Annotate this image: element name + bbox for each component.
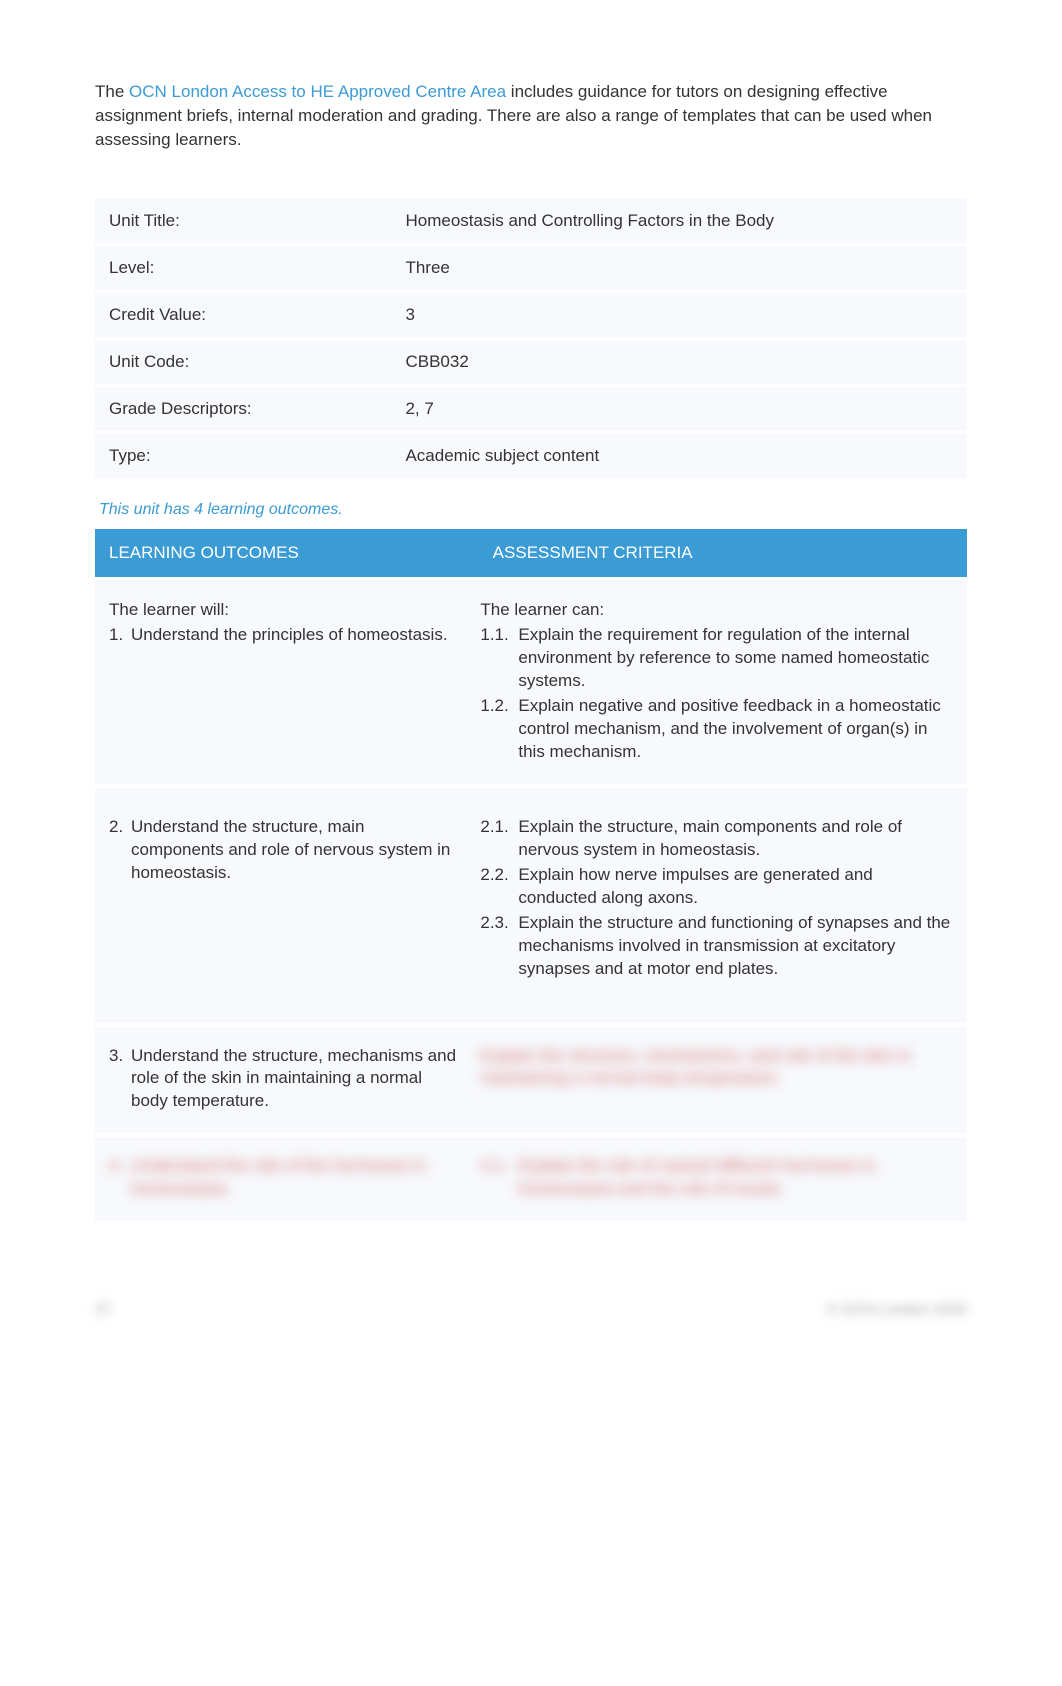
outcome-cell: 3. Understand the structure, mechanisms … bbox=[109, 1045, 480, 1116]
outcome-number: 2. bbox=[109, 816, 131, 885]
outcome-row: The learner will: 1. Understand the prin… bbox=[95, 581, 967, 784]
unit-info-value: Homeostasis and Controlling Factors in t… bbox=[391, 199, 967, 243]
criteria-cell: 4.1. Explain the role of named different… bbox=[480, 1155, 953, 1203]
table-row: Type: Academic subject content bbox=[95, 434, 967, 478]
criteria-cell: Explain the structure, mechanisms, and r… bbox=[480, 1045, 953, 1116]
criteria-text-blurred: Explain the role of named different horm… bbox=[518, 1155, 953, 1201]
criteria-number: 2.2. bbox=[480, 864, 518, 910]
criteria-text-blurred: Explain the structure, mechanisms, and r… bbox=[480, 1045, 953, 1091]
unit-info-label: Unit Code: bbox=[95, 340, 391, 384]
outcome-cell: The learner will: 1. Understand the prin… bbox=[109, 599, 480, 766]
criteria-text: Explain how nerve impulses are generated… bbox=[518, 864, 953, 910]
blurred-content: Explain the structure, mechanisms, and r… bbox=[480, 1045, 953, 1091]
outcome-cell: 2. Understand the structure, main compon… bbox=[109, 816, 480, 983]
outcome-row: 4. Understand the role of the hormones i… bbox=[95, 1137, 967, 1221]
blurred-content: 4. Understand the role of the hormones i… bbox=[109, 1155, 460, 1201]
outcome-cell: 4. Understand the role of the hormones i… bbox=[109, 1155, 480, 1203]
page-number: 27 bbox=[95, 1301, 112, 1318]
intro-paragraph: The OCN London Access to HE Approved Cen… bbox=[95, 80, 967, 151]
learner-can-label: The learner can: bbox=[480, 599, 953, 622]
outcome-text: Understand the principles of homeostasis… bbox=[131, 624, 460, 647]
unit-info-value: Three bbox=[391, 246, 967, 290]
table-row: Grade Descriptors: 2, 7 bbox=[95, 387, 967, 431]
centre-area-link[interactable]: OCN London Access to HE Approved Centre … bbox=[129, 82, 506, 101]
table-row: Unit Code: CBB032 bbox=[95, 340, 967, 384]
unit-info-label: Type: bbox=[95, 434, 391, 478]
assessment-criteria-header: ASSESSMENT CRITERIA bbox=[479, 529, 967, 577]
criteria-number: 2.3. bbox=[480, 912, 518, 981]
outcome-row: 3. Understand the structure, mechanisms … bbox=[95, 1027, 967, 1134]
criteria-number: 1.2. bbox=[480, 695, 518, 764]
unit-info-table: Unit Title: Homeostasis and Controlling … bbox=[95, 196, 967, 481]
criteria-cell: 2.1. Explain the structure, main compone… bbox=[480, 816, 953, 983]
intro-prefix: The bbox=[95, 82, 129, 101]
outcome-number: 1. bbox=[109, 624, 131, 647]
criteria-cell: The learner can: 1.1. Explain the requir… bbox=[480, 599, 953, 766]
unit-info-value: CBB032 bbox=[391, 340, 967, 384]
criteria-number: 1.1. bbox=[480, 624, 518, 693]
learner-will-label: The learner will: bbox=[109, 599, 460, 622]
unit-info-value: 2, 7 bbox=[391, 387, 967, 431]
unit-info-label: Level: bbox=[95, 246, 391, 290]
outcome-text: Understand the structure, mechanisms and… bbox=[131, 1045, 460, 1114]
criteria-text: Explain the structure, main components a… bbox=[518, 816, 953, 862]
unit-info-value: 3 bbox=[391, 293, 967, 337]
table-row: Level: Three bbox=[95, 246, 967, 290]
table-row: Credit Value: 3 bbox=[95, 293, 967, 337]
unit-info-label: Grade Descriptors: bbox=[95, 387, 391, 431]
criteria-text: Explain negative and positive feedback i… bbox=[518, 695, 953, 764]
criteria-text: Explain the requirement for regulation o… bbox=[518, 624, 953, 693]
table-row: Unit Title: Homeostasis and Controlling … bbox=[95, 199, 967, 243]
criteria-number: 2.1. bbox=[480, 816, 518, 862]
outcome-row: 2. Understand the structure, main compon… bbox=[95, 788, 967, 1023]
outcome-number: 4. bbox=[109, 1155, 131, 1201]
criteria-text: Explain the structure and functioning of… bbox=[518, 912, 953, 981]
outcome-text: Understand the structure, main component… bbox=[131, 816, 460, 885]
copyright-text: © OCN London 2020 bbox=[827, 1301, 967, 1318]
page-footer: 27 © OCN London 2020 bbox=[95, 1301, 967, 1318]
outcomes-count-note: This unit has 4 learning outcomes. bbox=[95, 501, 967, 519]
criteria-number: 4.1. bbox=[480, 1155, 518, 1201]
unit-info-label: Credit Value: bbox=[95, 293, 391, 337]
unit-info-value: Academic subject content bbox=[391, 434, 967, 478]
learning-outcomes-header: LEARNING OUTCOMES bbox=[95, 529, 479, 577]
criteria-header-row: LEARNING OUTCOMES ASSESSMENT CRITERIA bbox=[95, 529, 967, 577]
outcome-number: 3. bbox=[109, 1045, 131, 1114]
blurred-content: 4.1. Explain the role of named different… bbox=[480, 1155, 953, 1201]
outcome-text-blurred: Understand the role of the hormones in h… bbox=[131, 1155, 460, 1201]
unit-info-label: Unit Title: bbox=[95, 199, 391, 243]
